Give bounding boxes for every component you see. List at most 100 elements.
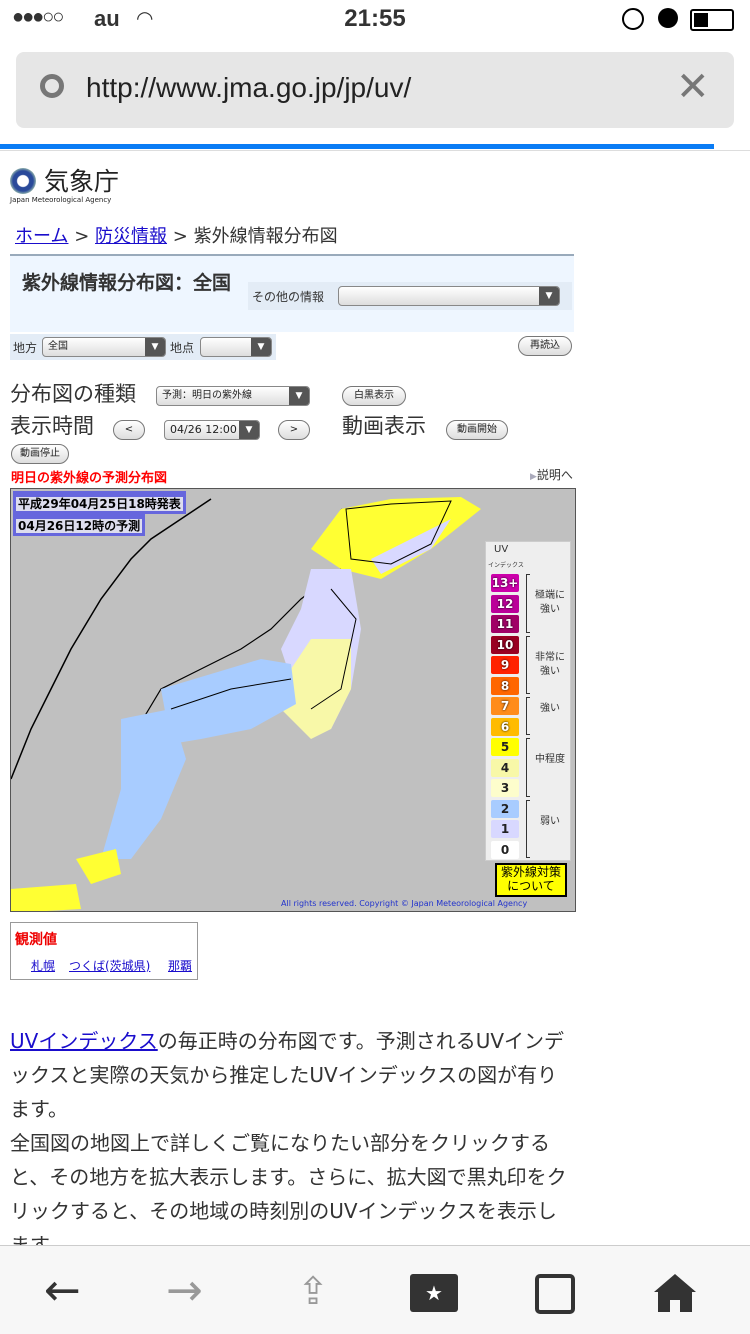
clock: 21:55: [344, 5, 406, 32]
next-time-button[interactable]: >: [278, 420, 310, 440]
uv-legend: UV インデックス 13+ 12 11 10 9 8 7 6 5 4 3 2 1 0 極端に 強い 非常に …: [485, 541, 571, 861]
breadcrumb-disaster[interactable]: 防災情報: [95, 226, 168, 247]
legend-level-4: 4: [491, 758, 519, 777]
map-type-select[interactable]: 予測：明日の紫外線 ▼: [156, 386, 310, 406]
tabs-icon[interactable]: [535, 1274, 575, 1314]
region-label: 地方: [13, 341, 38, 355]
kanto-region: [281, 639, 351, 739]
map-title: 明日の紫外線の予測分布図: [11, 471, 168, 486]
point-select[interactable]: ▼: [200, 337, 272, 357]
legend-level-9: 9: [491, 656, 519, 674]
explain-link[interactable]: ▶説明へ: [530, 468, 573, 482]
other-info-select[interactable]: ▼: [338, 286, 560, 306]
reload-button[interactable]: 再読込: [518, 336, 572, 356]
arrow-icon: ▶: [530, 472, 537, 482]
back-icon[interactable]: ←: [44, 1265, 81, 1316]
legend-level-5: 5: [491, 738, 519, 756]
page-title: 紫外線情報分布図：全国: [22, 272, 232, 294]
prev-time-button[interactable]: <: [113, 420, 145, 440]
description-text: の毎正時の分布図です。予測されるUVインデックスと実際の天気から推定したUVイン…: [10, 1029, 565, 1121]
legend-bracket: [526, 574, 530, 633]
continent-coastline: [11, 498, 212, 780]
other-info-label: その他の情報: [252, 290, 325, 304]
other-info-box: その他の情報 ▼: [248, 282, 572, 310]
western-japan-region: [161, 659, 296, 744]
hokkaido-region: [311, 497, 481, 579]
map-type-label: 分布図の種類: [10, 382, 136, 406]
legend-group-label: 極端に 強い: [535, 590, 565, 616]
alarm-icon: [658, 8, 678, 28]
legend-level-8: 8: [491, 676, 519, 695]
description-text-2: 全国図の地図上で詳しくご覧になりたい部分をクリックすると、その地方を拡大表示しま…: [10, 1131, 567, 1257]
bookmarks-icon[interactable]: ★: [410, 1274, 458, 1312]
wifi-icon: ◠: [136, 8, 154, 30]
share-icon[interactable]: ⇪: [297, 1269, 329, 1313]
carrier: au: [94, 6, 120, 31]
breadcrumb-separator: >: [74, 226, 90, 247]
observations-title: 観測値: [15, 932, 57, 948]
battery-icon: [690, 9, 734, 31]
url-text[interactable]: http://www.jma.go.jp/jp/uv/: [86, 72, 412, 103]
uv-measures-button[interactable]: 紫外線対策 について: [495, 863, 567, 897]
legend-level-7: 7: [491, 697, 519, 715]
legend-level-11: 11: [491, 615, 519, 633]
legend-level-2: 2: [491, 799, 519, 818]
description: UVインデックスの毎正時の分布図です。予測されるUVインデックスと実際の天気から…: [10, 1024, 576, 1262]
copyright: All rights reserved. Copyright © Japan M…: [281, 899, 528, 908]
animation-stop-button[interactable]: 動画停止: [11, 444, 69, 464]
legend-group-label: 中程度: [535, 754, 565, 766]
issued-label: 平成29年04月25日18時発表: [13, 491, 186, 514]
logo-text: 気象庁: [44, 167, 120, 196]
okinawa-region: [76, 849, 121, 884]
jma-emblem-icon: [10, 168, 36, 194]
bw-display-button[interactable]: 白黒表示: [342, 386, 406, 406]
obs-link-tsukuba[interactable]: つくば(茨城県): [69, 959, 151, 973]
legend-level-10: 10: [491, 635, 519, 654]
legend-level-12: 12: [491, 594, 519, 613]
legend-level-3: 3: [491, 779, 519, 797]
legend-title: UV: [494, 544, 509, 555]
forecast-time-label: 04月26日12時の予測: [13, 513, 146, 536]
breadcrumb-separator: >: [172, 226, 188, 247]
animation-start-button[interactable]: 動画開始: [446, 420, 508, 440]
status-bar: ●●●○○ au ◠ 21:55: [0, 0, 750, 40]
home-icon[interactable]: [652, 1272, 698, 1314]
legend-level-6: 6: [491, 717, 519, 736]
uv-map[interactable]: 平成29年04月25日18時発表 04月26日12時の予測 UV インデックス …: [10, 488, 576, 912]
legend-level-13+: 13+: [491, 574, 519, 592]
region-filter: 地方 全国 ▼ 地点 ▼: [10, 334, 276, 360]
legend-group-label: 非常に 強い: [535, 651, 565, 677]
point-label: 地点: [170, 341, 195, 355]
breadcrumb-current: 紫外線情報分布図: [193, 226, 338, 247]
legend-bracket: [526, 697, 530, 735]
legend-level-0: 0: [491, 840, 519, 859]
url-bar[interactable]: http://www.jma.go.jp/jp/uv/ ✕: [16, 52, 734, 128]
breadcrumb: ホーム > 防災情報 > 紫外線情報分布図: [15, 222, 338, 248]
page-header: 紫外線情報分布図：全国 その他の情報 ▼: [10, 254, 574, 332]
breadcrumb-home[interactable]: ホーム: [15, 226, 69, 247]
forward-icon[interactable]: →: [166, 1265, 203, 1316]
clear-icon[interactable]: ✕: [676, 64, 710, 110]
region-select[interactable]: 全国 ▼: [42, 337, 166, 357]
sakishima-region: [11, 884, 81, 911]
legend-group-label: 強い: [540, 703, 560, 714]
legend-bracket: [526, 799, 530, 858]
obs-link-sapporo[interactable]: 札幌: [31, 959, 56, 973]
load-progress-bar: [0, 144, 714, 149]
legend-subtitle: インデックス: [488, 562, 524, 569]
legend-level-1: 1: [491, 820, 519, 838]
uv-index-link[interactable]: UVインデックス: [10, 1029, 158, 1053]
obs-link-naha[interactable]: 那覇: [168, 959, 193, 973]
logo-english: Japan Meteorological Agency: [10, 196, 112, 204]
search-icon: [40, 74, 64, 98]
rotation-lock-icon: [622, 8, 644, 30]
divider: [0, 150, 750, 151]
legend-bracket: [526, 738, 530, 797]
browser-toolbar: ← → ⇪ ★: [0, 1245, 750, 1334]
legend-group-label: 弱い: [540, 815, 560, 827]
japan-map[interactable]: [11, 489, 576, 912]
hokkaido-east: [371, 519, 451, 574]
signal-icon: ●●●○○: [12, 6, 64, 28]
time-select[interactable]: 04/26 12:00 ▼: [164, 420, 260, 440]
kyushu-region: [101, 709, 186, 859]
